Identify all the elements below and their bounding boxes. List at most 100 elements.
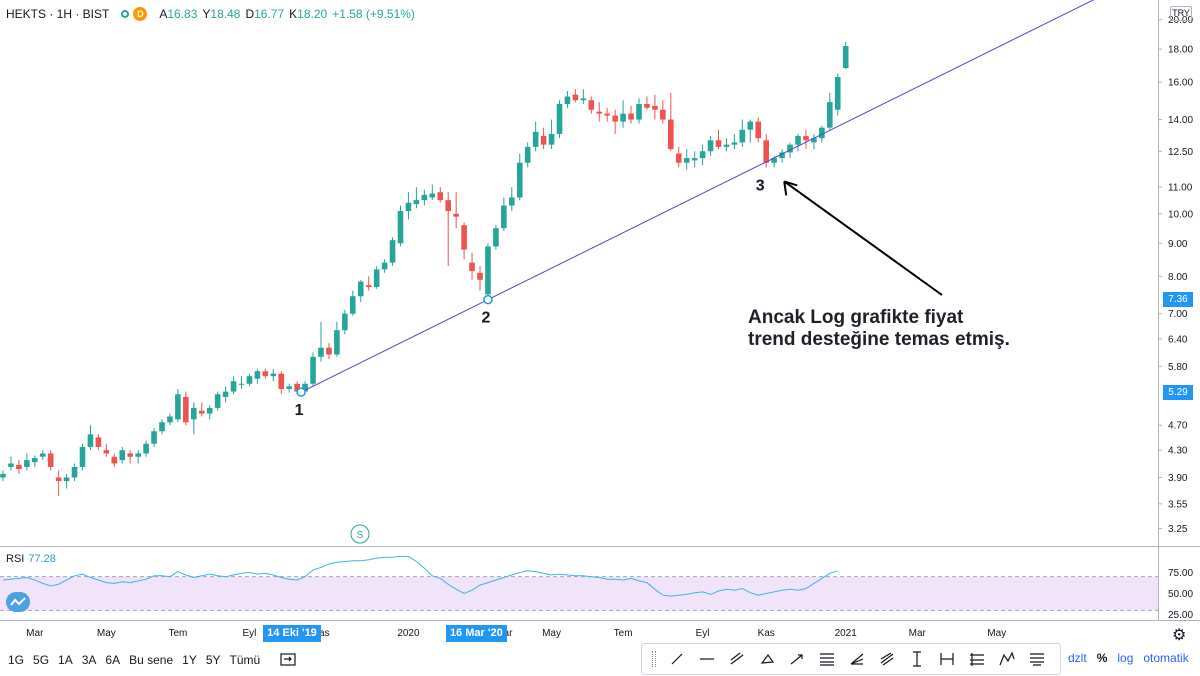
trendline-layer: 1 2 3 S xyxy=(295,0,1095,544)
range-selector: 1G 5G 1A 3A 6A Bu sene 1Y 5Y Tümü xyxy=(8,653,269,667)
chart-settings-gear-icon[interactable]: ⚙ xyxy=(1172,627,1187,644)
candle xyxy=(747,119,754,143)
candle-body xyxy=(175,394,181,420)
candle xyxy=(230,376,237,395)
price-tick-label: 18.00 xyxy=(1168,45,1193,56)
candle-body xyxy=(350,296,356,314)
gann-icon[interactable] xyxy=(962,645,992,673)
auto-toggle[interactable]: otomatik xyxy=(1143,651,1189,665)
candle-body xyxy=(71,466,78,478)
range-8[interactable]: Tümü xyxy=(229,653,261,667)
candle-body xyxy=(707,140,714,152)
candle xyxy=(246,373,253,387)
arrow-tool-icon[interactable] xyxy=(782,645,812,673)
candle-body xyxy=(827,102,833,128)
candle xyxy=(389,237,396,266)
candle-body xyxy=(811,138,817,143)
candle xyxy=(453,192,459,229)
range-6[interactable]: 1Y xyxy=(182,653,197,667)
shape-tool-icon[interactable] xyxy=(752,645,782,673)
date-range-icon[interactable] xyxy=(932,645,962,673)
candle xyxy=(803,129,809,150)
candle-body xyxy=(191,407,197,420)
candle-body xyxy=(95,437,102,447)
candle xyxy=(516,153,523,201)
price-tick-label: 12.50 xyxy=(1168,147,1193,158)
candle-body xyxy=(127,453,133,457)
candle-body xyxy=(373,269,380,287)
time-tick-label: Tem xyxy=(614,628,633,639)
candle-body xyxy=(763,140,769,163)
price-tick-label: 10.00 xyxy=(1168,209,1193,220)
candle-body xyxy=(135,453,141,457)
candle-body xyxy=(516,162,523,198)
horizontal-ray-icon[interactable] xyxy=(692,645,722,673)
candle-body xyxy=(318,347,324,357)
candle-body xyxy=(699,151,706,159)
point-label: 1 xyxy=(295,402,304,419)
candle-body xyxy=(270,373,277,377)
pattern-icon[interactable] xyxy=(992,645,1022,673)
candle xyxy=(55,470,62,497)
candle-body xyxy=(564,96,571,104)
candle-body xyxy=(620,113,626,122)
candle xyxy=(811,133,817,150)
candle-body xyxy=(357,281,364,297)
range-5[interactable]: Bu sene xyxy=(129,653,174,667)
candle xyxy=(103,443,110,457)
candle xyxy=(445,192,451,266)
ohlc-close: K18.20 xyxy=(289,7,328,21)
candle-body xyxy=(604,113,610,116)
ohlc-high: Y18.48 xyxy=(202,7,241,21)
range-2[interactable]: 1A xyxy=(58,653,73,667)
candle xyxy=(135,450,141,464)
candle-body xyxy=(342,313,348,331)
pitchfork-icon[interactable] xyxy=(872,645,902,673)
price-tick-label: 3.55 xyxy=(1168,499,1188,510)
parallel-channel-icon[interactable] xyxy=(722,645,752,673)
log-toggle[interactable]: log xyxy=(1117,651,1134,665)
candle-body xyxy=(183,396,189,423)
range-3[interactable]: 3A xyxy=(81,653,97,667)
symbol-legend: HEKTS · 1H · BIST D A16.83 Y18.48 D16.77… xyxy=(6,7,420,21)
range-7[interactable]: 5Y xyxy=(205,653,221,667)
candle-body xyxy=(803,136,809,141)
candle xyxy=(326,343,332,360)
candle-body xyxy=(246,376,253,384)
adjust-toggle[interactable]: dzlt xyxy=(1068,651,1087,665)
candle-body xyxy=(302,383,308,392)
price-chart[interactable]: 1 2 3 S 3.25 3.55 3.90 4.30 4.70 5.80 6.40 7.00 8.0… xyxy=(0,0,1200,645)
time-tick-label: May xyxy=(97,628,116,639)
range-0[interactable]: 1G xyxy=(8,653,25,667)
candle xyxy=(111,453,118,467)
candle-body xyxy=(795,136,801,145)
fib-retracement-icon[interactable] xyxy=(812,645,842,673)
candle xyxy=(413,187,420,209)
candle-body xyxy=(365,285,372,287)
candle-body xyxy=(262,371,269,377)
candle-body xyxy=(771,158,777,163)
candle xyxy=(63,473,70,489)
candle xyxy=(71,463,78,482)
point-label: 2 xyxy=(481,310,490,327)
price-tick-label: 6.40 xyxy=(1168,334,1188,345)
candle-body xyxy=(731,142,738,145)
trend-line-icon[interactable] xyxy=(662,645,692,673)
elliott-icon[interactable] xyxy=(1022,645,1052,673)
fib-fan-icon[interactable] xyxy=(842,645,872,673)
chart-annotation: Ancak Log grafikte fiyat trend desteğine… xyxy=(748,307,1010,350)
symbol-title[interactable]: HEKTS · 1H · BIST xyxy=(6,7,110,21)
candle-body xyxy=(16,464,22,470)
candle-body xyxy=(532,131,539,147)
candle xyxy=(461,222,467,260)
candle xyxy=(222,386,229,403)
toolbar-grip-icon[interactable] xyxy=(652,651,656,667)
candle xyxy=(596,102,603,122)
measure-icon[interactable] xyxy=(902,645,932,673)
range-4[interactable]: 6A xyxy=(105,653,121,667)
compare-calendar-icon[interactable] xyxy=(280,652,296,666)
percent-toggle[interactable]: % xyxy=(1096,651,1108,665)
candle xyxy=(691,151,698,168)
currency-badge[interactable]: TRY xyxy=(1170,6,1192,21)
range-1[interactable]: 5G xyxy=(33,653,50,667)
